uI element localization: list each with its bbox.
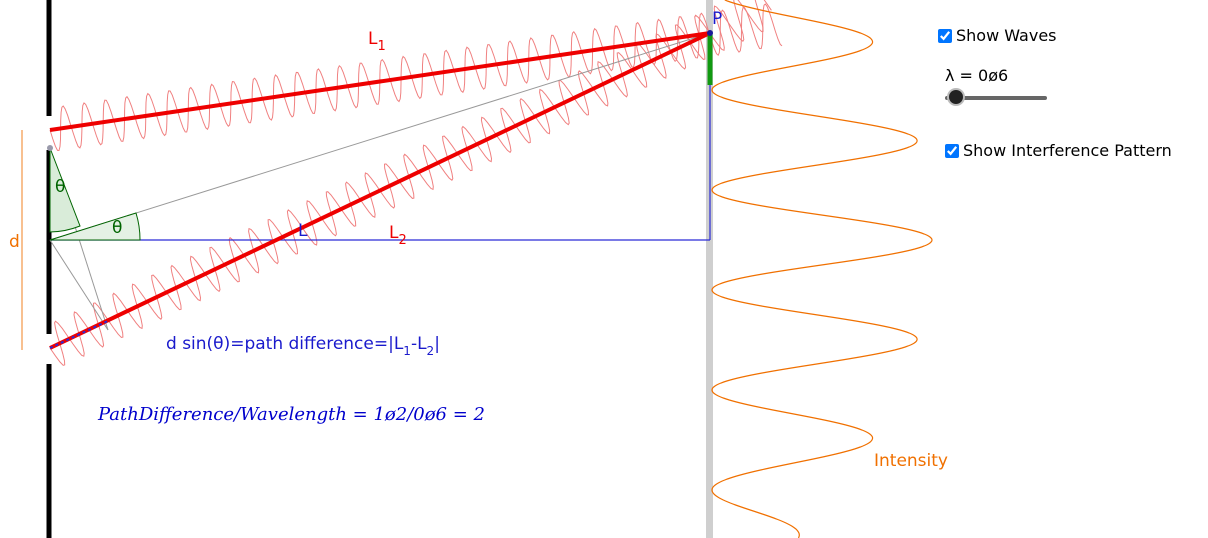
- label-text: L: [389, 223, 399, 243]
- formula-part: d sin(θ)=path difference=|L: [166, 334, 404, 354]
- label-l: L: [298, 221, 308, 241]
- label-l2: L2: [389, 223, 407, 248]
- gray-line: [49, 239, 109, 331]
- label-theta: θ: [112, 218, 122, 238]
- label-theta: θ: [55, 177, 65, 197]
- gray-line: [49, 32, 711, 241]
- slider-handle[interactable]: [949, 90, 963, 104]
- label-d: d: [9, 232, 20, 252]
- label-intensity: Intensity: [874, 451, 948, 471]
- wave: [49, 0, 772, 366]
- checkbox-label: Show Waves: [956, 26, 1057, 45]
- formula-sub: 1: [403, 344, 411, 358]
- checkbox-label: Show Interference Pattern: [963, 141, 1172, 160]
- point-p: [707, 30, 713, 36]
- intensity-curve: [711, 0, 933, 538]
- path-difference: [49, 319, 111, 349]
- checkbox[interactable]: [938, 28, 952, 43]
- angle-arc: [49, 147, 81, 233]
- formula-part: |: [434, 334, 440, 354]
- point: [47, 145, 53, 151]
- path-l1: [49, 31, 711, 132]
- ratio-formula: PathDifference/Wavelength = 1ø2/0ø6 = 2: [97, 404, 485, 425]
- waves: [49, 0, 783, 366]
- label-sub: 1: [377, 39, 385, 54]
- wavelength-label: λ = 0ø6: [945, 66, 1008, 85]
- checkbox[interactable]: [945, 143, 959, 158]
- label-l1: L1: [368, 29, 386, 54]
- screen: [706, 0, 713, 538]
- label-text: L: [368, 29, 378, 49]
- label-sub: 2: [398, 233, 406, 248]
- show-pattern[interactable]: Show Interference Pattern: [945, 141, 1172, 160]
- path-l2: [49, 31, 711, 350]
- angle-arc: [49, 212, 141, 241]
- slider-label: λ = 0ø6: [945, 66, 1009, 85]
- label-p: P: [712, 9, 722, 29]
- formula-part: -L: [411, 334, 427, 354]
- formula: d sin(θ)=path difference=|L1-L2|: [166, 334, 440, 358]
- show-waves[interactable]: Show Waves: [938, 26, 1057, 45]
- formula-sub: 2: [427, 344, 435, 358]
- slider-track[interactable]: [945, 96, 1047, 100]
